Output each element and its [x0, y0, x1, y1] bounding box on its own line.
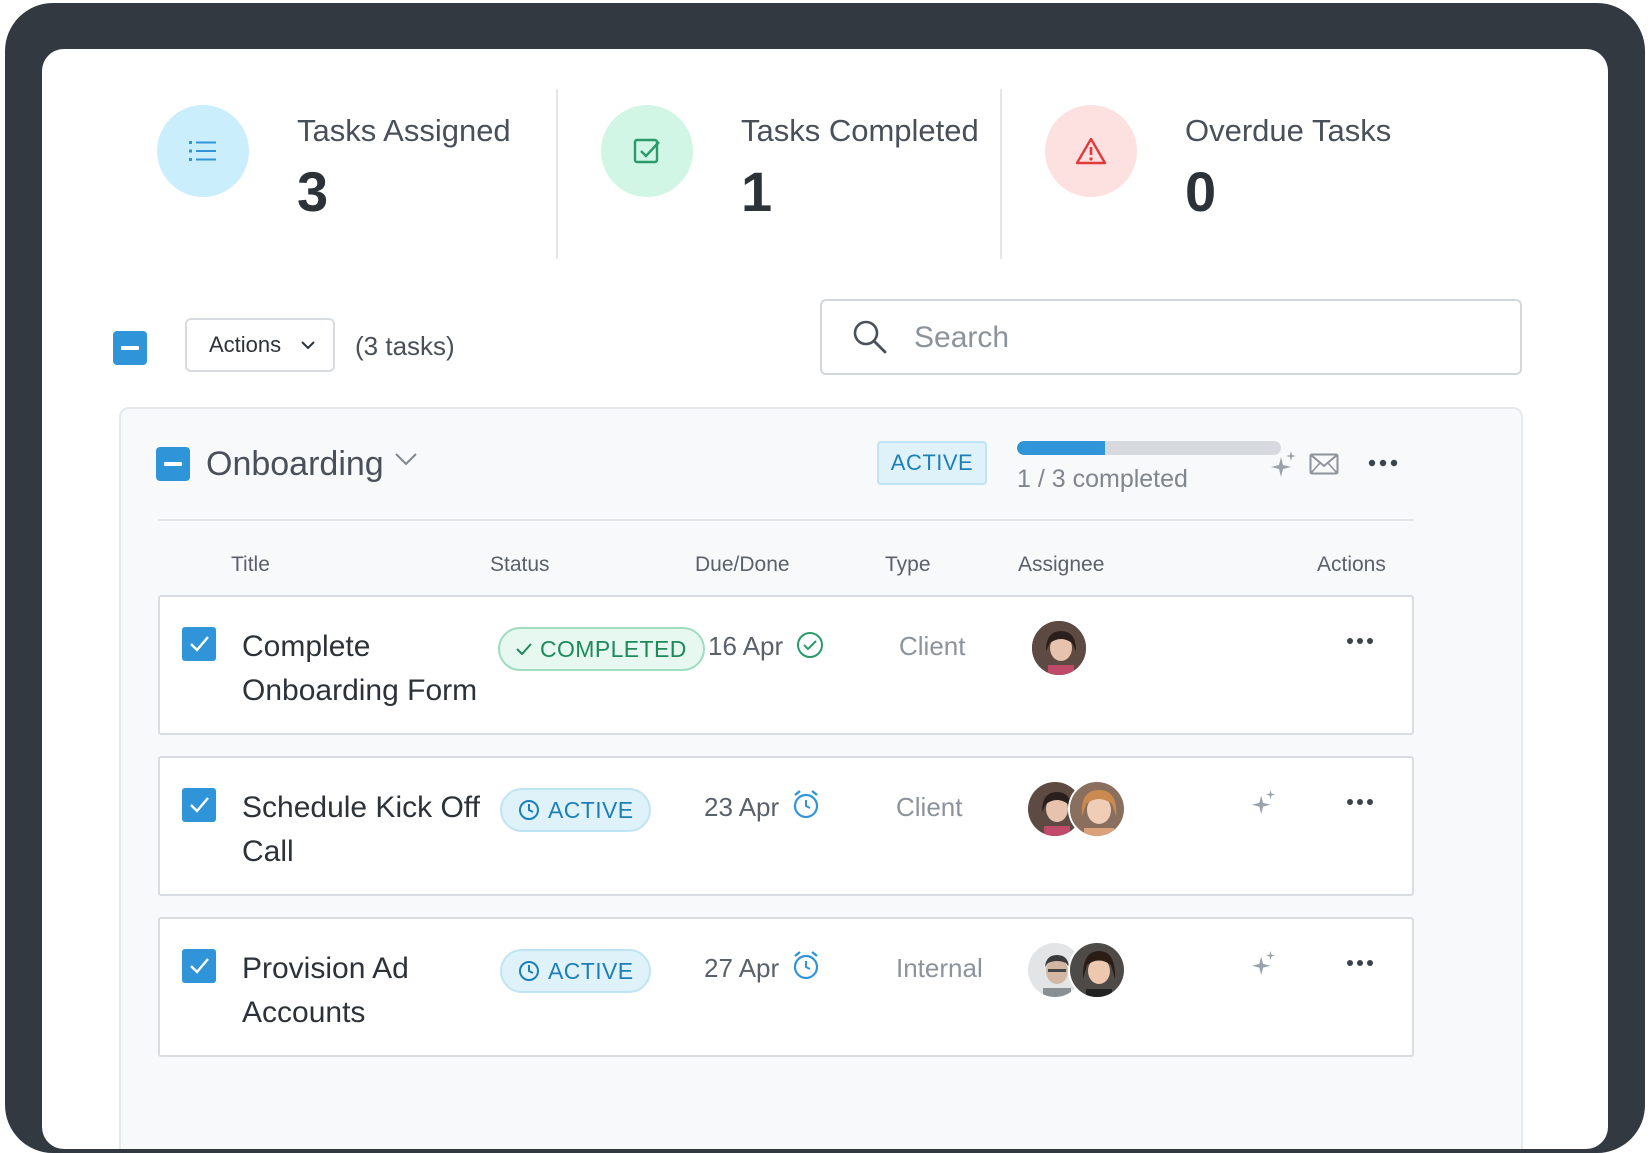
column-header-due[interactable]: Due/Done: [695, 553, 790, 576]
column-header-title[interactable]: Title: [231, 553, 270, 576]
more-options-icon[interactable]: [1346, 637, 1374, 645]
chevron-down-icon: [301, 340, 315, 349]
status-badge: ACTIVE: [500, 788, 652, 832]
more-options-icon[interactable]: [1346, 959, 1374, 967]
row-checkbox[interactable]: [182, 949, 216, 983]
due-date-text: 27 Apr: [704, 953, 780, 983]
column-header-type[interactable]: Type: [885, 553, 931, 576]
status-badge: COMPLETED: [498, 627, 705, 671]
stat-label: Tasks Completed: [741, 113, 979, 148]
row-checkbox[interactable]: [182, 627, 216, 661]
task-title[interactable]: Complete Onboarding Form: [242, 630, 478, 707]
task-group-onboarding: Onboarding ACTIVE 1 / 3 completed Title …: [119, 407, 1523, 1149]
stat-value: 0: [1185, 160, 1217, 223]
group-divider: [158, 519, 1414, 521]
more-options-icon[interactable]: [1368, 459, 1398, 467]
stat-divider: [556, 89, 558, 259]
status-badge-label: ACTIVE: [548, 957, 634, 984]
column-header-assignee[interactable]: Assignee: [1018, 553, 1105, 576]
group-status-badge: ACTIVE: [877, 441, 987, 485]
column-header-actions: Actions: [1317, 553, 1386, 576]
task-count: (3 tasks): [355, 331, 455, 361]
group-select-checkbox[interactable]: [156, 447, 190, 481]
more-options-icon[interactable]: [1346, 798, 1374, 806]
alarm-clock-icon: [793, 951, 819, 980]
sparkle-icon[interactable]: [1250, 949, 1278, 977]
status-badge: ACTIVE: [500, 949, 652, 993]
row-checkbox[interactable]: [182, 788, 216, 822]
check-icon: [190, 958, 209, 974]
status-badge-label: COMPLETED: [540, 635, 687, 662]
warning-icon: [1045, 105, 1137, 197]
list-icon: [157, 105, 249, 197]
column-header-status[interactable]: Status: [490, 553, 550, 576]
due-date: 16 Apr: [708, 631, 783, 662]
task-type: Client: [896, 792, 963, 822]
group-progress-bar: [1017, 441, 1281, 455]
select-all-checkbox[interactable]: [113, 331, 147, 365]
stat-value: 1: [741, 160, 773, 223]
check-icon: [190, 636, 209, 652]
search-input[interactable]: [912, 313, 1496, 363]
stat-label: Overdue Tasks: [1185, 113, 1392, 148]
due-date-text: 16 Apr: [708, 631, 784, 661]
clock-icon: [519, 800, 539, 820]
stat-divider: [1000, 89, 1002, 259]
table-row[interactable]: Schedule Kick Off Call ACTIVE 23 Apr Cli…: [158, 756, 1414, 896]
task-title[interactable]: Schedule Kick Off Call: [242, 791, 480, 868]
actions-dropdown[interactable]: Actions: [185, 318, 335, 372]
due-date: 23 Apr: [704, 792, 779, 823]
checkbox-icon: [601, 105, 693, 197]
clock-icon: [519, 961, 539, 981]
table-row[interactable]: Complete Onboarding Form COMPLETED 16 Ap…: [158, 595, 1414, 735]
table-row[interactable]: Provision Ad Accounts ACTIVE 27 Apr Inte…: [158, 917, 1414, 1057]
check-circle-icon: [797, 632, 823, 658]
search-icon: [853, 320, 887, 354]
task-title[interactable]: Provision Ad Accounts: [242, 952, 409, 1029]
alarm-clock-icon: [793, 790, 819, 819]
actions-dropdown-label: Actions: [209, 332, 282, 357]
avatar[interactable]: [1030, 619, 1088, 677]
mail-icon[interactable]: [1309, 453, 1339, 475]
task-type: Client: [899, 631, 966, 661]
status-badge-label: ACTIVE: [548, 796, 634, 823]
check-icon: [516, 643, 532, 655]
app-screen: Tasks Assigned 3 Tasks Completed 1 Overd…: [42, 49, 1608, 1149]
stat-value: 3: [297, 160, 329, 223]
task-type: Internal: [896, 953, 983, 983]
group-progress-fill: [1017, 441, 1105, 455]
sparkle-icon[interactable]: [1250, 788, 1278, 816]
due-date-text: 23 Apr: [704, 792, 780, 822]
check-icon: [190, 797, 209, 813]
avatar[interactable]: [1068, 780, 1126, 838]
chevron-down-icon[interactable]: [395, 453, 417, 466]
group-title[interactable]: Onboarding: [206, 445, 384, 483]
stat-label: Tasks Assigned: [297, 113, 511, 148]
avatar[interactable]: [1068, 941, 1126, 999]
due-date: 27 Apr: [704, 953, 779, 984]
sparkle-icon[interactable]: [1269, 449, 1299, 479]
group-progress-text: 1 / 3 completed: [1017, 465, 1188, 493]
search-box[interactable]: [820, 299, 1522, 375]
